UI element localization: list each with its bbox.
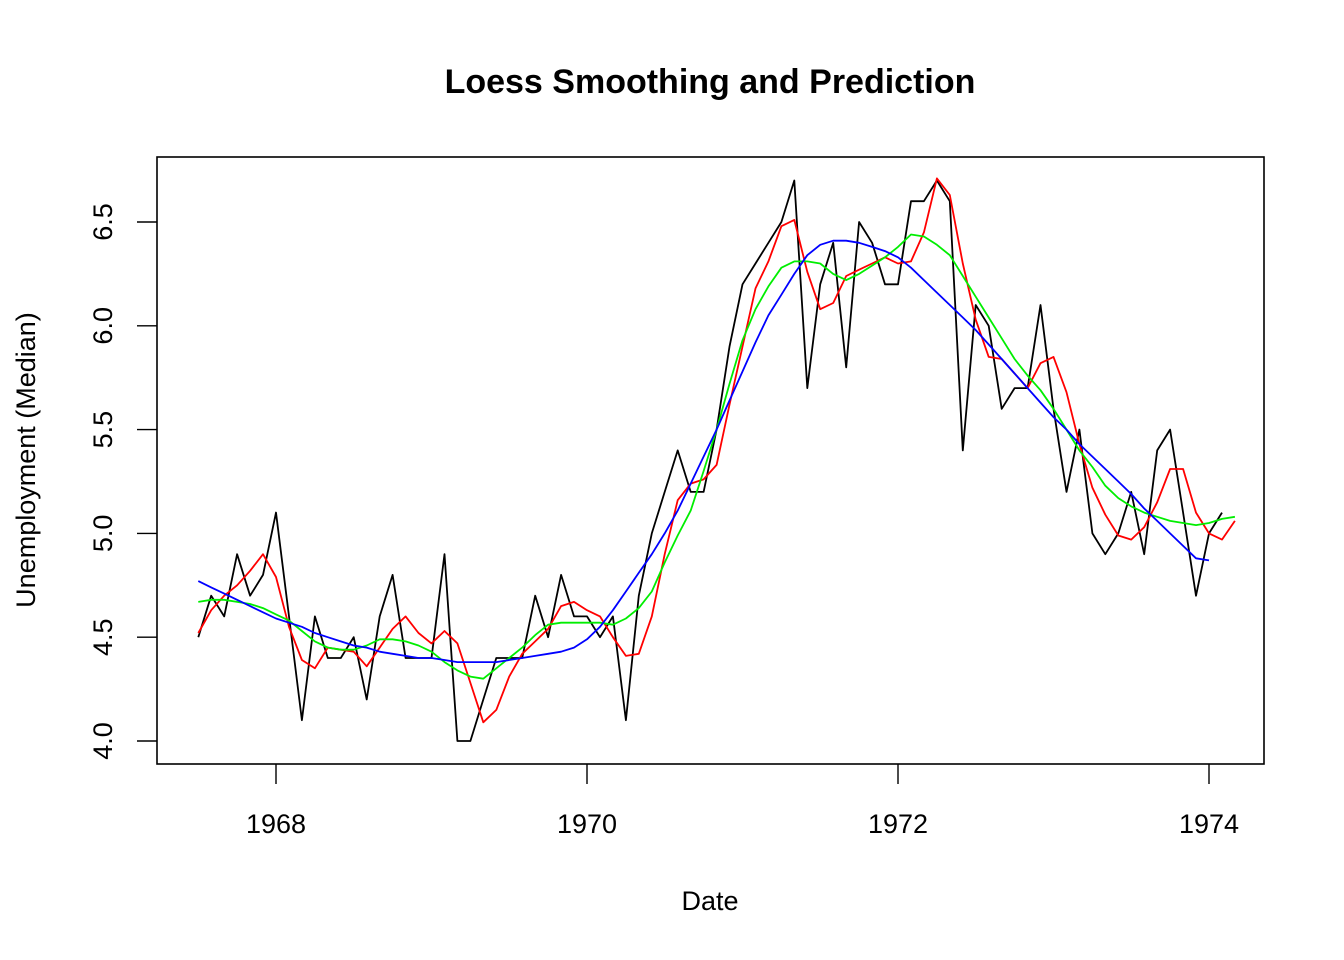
series-line-loess-small-span	[197, 177, 1236, 724]
series-line-loess-wide-span	[197, 239, 1210, 663]
y-tick-label: 6.5	[88, 203, 118, 241]
x-tick-label: 1968	[246, 809, 306, 839]
series-line-loess-medium-span	[198, 233, 1236, 680]
y-tick-label: 4.0	[88, 722, 118, 760]
y-tick-label: 6.0	[88, 307, 118, 345]
x-axis-label: Date	[681, 886, 738, 916]
x-tick-label: 1970	[557, 809, 617, 839]
chart-title: Loess Smoothing and Prediction	[445, 63, 976, 101]
y-tick-label: 5.0	[88, 515, 118, 553]
y-tick-label: 4.5	[88, 618, 118, 656]
plot-frame	[156, 156, 1265, 765]
y-axis-label: Unemployment (Median)	[11, 312, 41, 608]
x-tick-label: 1972	[868, 809, 928, 839]
series-line-observed	[197, 179, 1223, 742]
series-layer	[197, 177, 1236, 742]
x-tick-label: 1974	[1179, 809, 1239, 839]
x-axis: 1968 1970 1972 1974	[246, 764, 1239, 839]
y-axis: 4.0 4.5 5.0 5.5 6.0 6.5	[88, 203, 157, 760]
y-tick-label: 5.5	[88, 411, 118, 449]
